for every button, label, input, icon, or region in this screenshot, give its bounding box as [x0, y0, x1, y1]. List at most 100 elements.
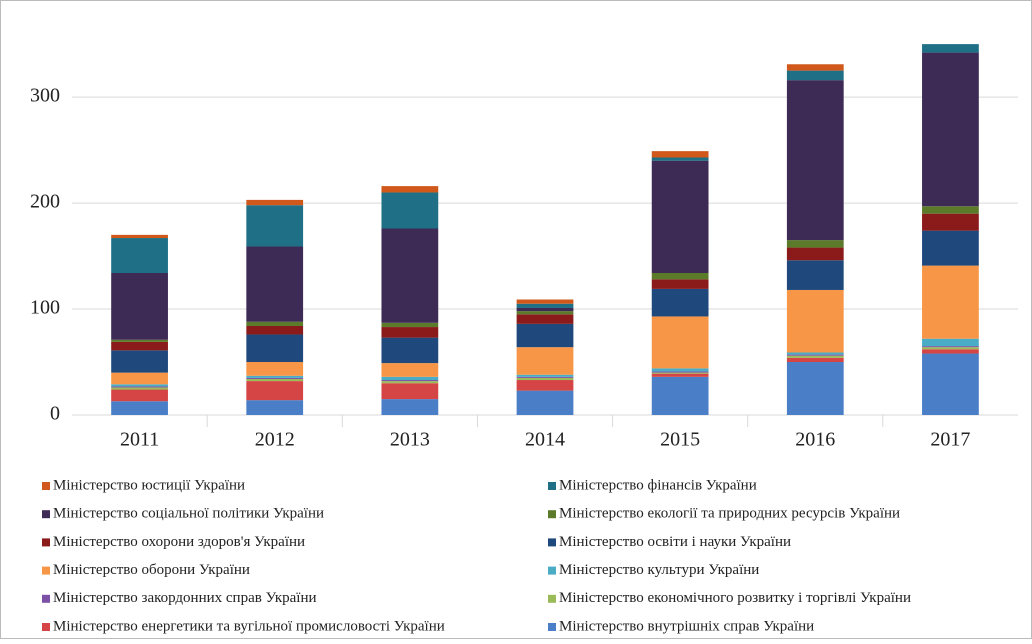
- bar-segment: [786, 70, 844, 81]
- bar-segment: [922, 347, 979, 350]
- bar-segment: [922, 349, 979, 354]
- x-tick-label: 2017: [930, 429, 970, 451]
- bar-segment: [786, 247, 844, 261]
- legend-label: Міністерство соціальної політики України: [53, 506, 324, 522]
- bar-segment: [381, 380, 439, 382]
- legend-label: Міністерство екології та природних ресур…: [559, 506, 900, 522]
- bar-segment: [516, 299, 574, 304]
- legend-swatch: [548, 538, 556, 547]
- bar-segment: [651, 372, 709, 374]
- bar-segment: [786, 354, 844, 356]
- legend-label: Міністерство внутрішніх справ України: [559, 618, 814, 634]
- legend-swatch: [548, 623, 556, 631]
- bar-segment: [381, 327, 439, 338]
- bar-segment: [381, 186, 439, 193]
- bar-segment: [786, 240, 844, 248]
- bar-segment: [516, 323, 574, 348]
- bar-segment: [246, 362, 304, 376]
- bar-segment: [516, 311, 574, 315]
- legend-swatch: [42, 510, 50, 519]
- bar-segment: [651, 368, 709, 372]
- bar-segment: [381, 381, 439, 384]
- bar-segment: [516, 377, 574, 381]
- legend-label: Міністерство економічного розвитку і тор…: [559, 590, 911, 606]
- legend-swatch: [548, 566, 556, 575]
- legend-swatch: [548, 482, 556, 490]
- legend-label: Міністерство енергетики та вугільної про…: [53, 618, 445, 634]
- legend-label: Міністерство освіти і науки України: [559, 534, 791, 550]
- bar-segment: [786, 352, 844, 355]
- legend-label: Міністерство охорони здоров'я України: [53, 534, 305, 550]
- bar-segment: [516, 390, 574, 415]
- bar-segment: [651, 279, 709, 289]
- bar-segment: [516, 303, 574, 308]
- bar-segment: [786, 357, 844, 363]
- bar-segment: [922, 206, 979, 214]
- bar-segment: [246, 325, 304, 335]
- bar-segment: [246, 381, 304, 401]
- bar-segment: [381, 337, 439, 364]
- bar-segment: [381, 322, 439, 328]
- bar-segment: [516, 374, 574, 377]
- bar-segment: [246, 321, 304, 326]
- bar-segment: [516, 347, 574, 375]
- bar-segment: [922, 230, 979, 266]
- bar-segment: [516, 380, 574, 391]
- bar-segment: [246, 199, 304, 206]
- bar-segment: [111, 372, 168, 385]
- bar-segment: [111, 339, 168, 342]
- bar-segment: [246, 246, 304, 322]
- bar-segment: [246, 400, 304, 415]
- x-tick-label: 2012: [255, 429, 295, 451]
- bar-segment: [111, 384, 168, 387]
- x-tick-label: 2014: [525, 429, 565, 451]
- legend-label: Міністерство фінансів України: [559, 477, 757, 493]
- bar-segment: [922, 213, 979, 231]
- bar-segment: [651, 373, 709, 377]
- legend-swatch: [42, 538, 50, 547]
- bar-segment: [786, 80, 844, 241]
- bar-segment: [651, 376, 709, 415]
- legend-swatch: [548, 510, 556, 519]
- bar-segment: [111, 401, 168, 415]
- legend-label: Міністерство культури України: [559, 562, 759, 578]
- bar-segment: [381, 192, 439, 229]
- bar-segment: [651, 288, 709, 317]
- legend-label: Міністерство оборони України: [53, 562, 250, 578]
- bar-segment: [786, 64, 844, 71]
- bar-segment: [381, 363, 439, 377]
- bar-segment: [111, 234, 168, 239]
- bar-segment: [651, 157, 709, 161]
- y-tick-label: 100: [30, 297, 60, 319]
- bar-segment: [651, 160, 709, 274]
- bar-segment: [381, 383, 439, 400]
- bar-segment: [786, 362, 844, 415]
- bar-segment: [516, 376, 574, 378]
- y-tick-label: 300: [30, 85, 60, 107]
- x-tick-label: 2015: [660, 429, 700, 451]
- legend-label: Міністерство закордонних справ України: [53, 590, 317, 606]
- bar-segment: [786, 355, 844, 358]
- legend-swatch: [42, 482, 50, 490]
- bar-segment: [922, 52, 979, 207]
- bar-segment: [786, 260, 844, 290]
- bar-segment: [381, 376, 439, 381]
- bar-segment: [246, 375, 304, 378]
- legend-swatch: [42, 566, 50, 575]
- bar-segment: [246, 378, 304, 382]
- x-tick-label: 2013: [390, 429, 430, 451]
- y-tick-label: 0: [50, 403, 60, 425]
- bar-segment: [246, 334, 304, 363]
- bar-segment: [111, 238, 168, 274]
- bar-segment: [381, 228, 439, 323]
- bar-segment: [246, 205, 304, 247]
- bar-segment: [111, 389, 168, 402]
- bar-segment: [111, 387, 168, 390]
- bar-segment: [922, 346, 979, 348]
- bar-segment: [651, 371, 709, 373]
- bar-segment: [922, 338, 979, 347]
- bar-segment: [651, 151, 709, 158]
- bar-segment: [381, 399, 439, 415]
